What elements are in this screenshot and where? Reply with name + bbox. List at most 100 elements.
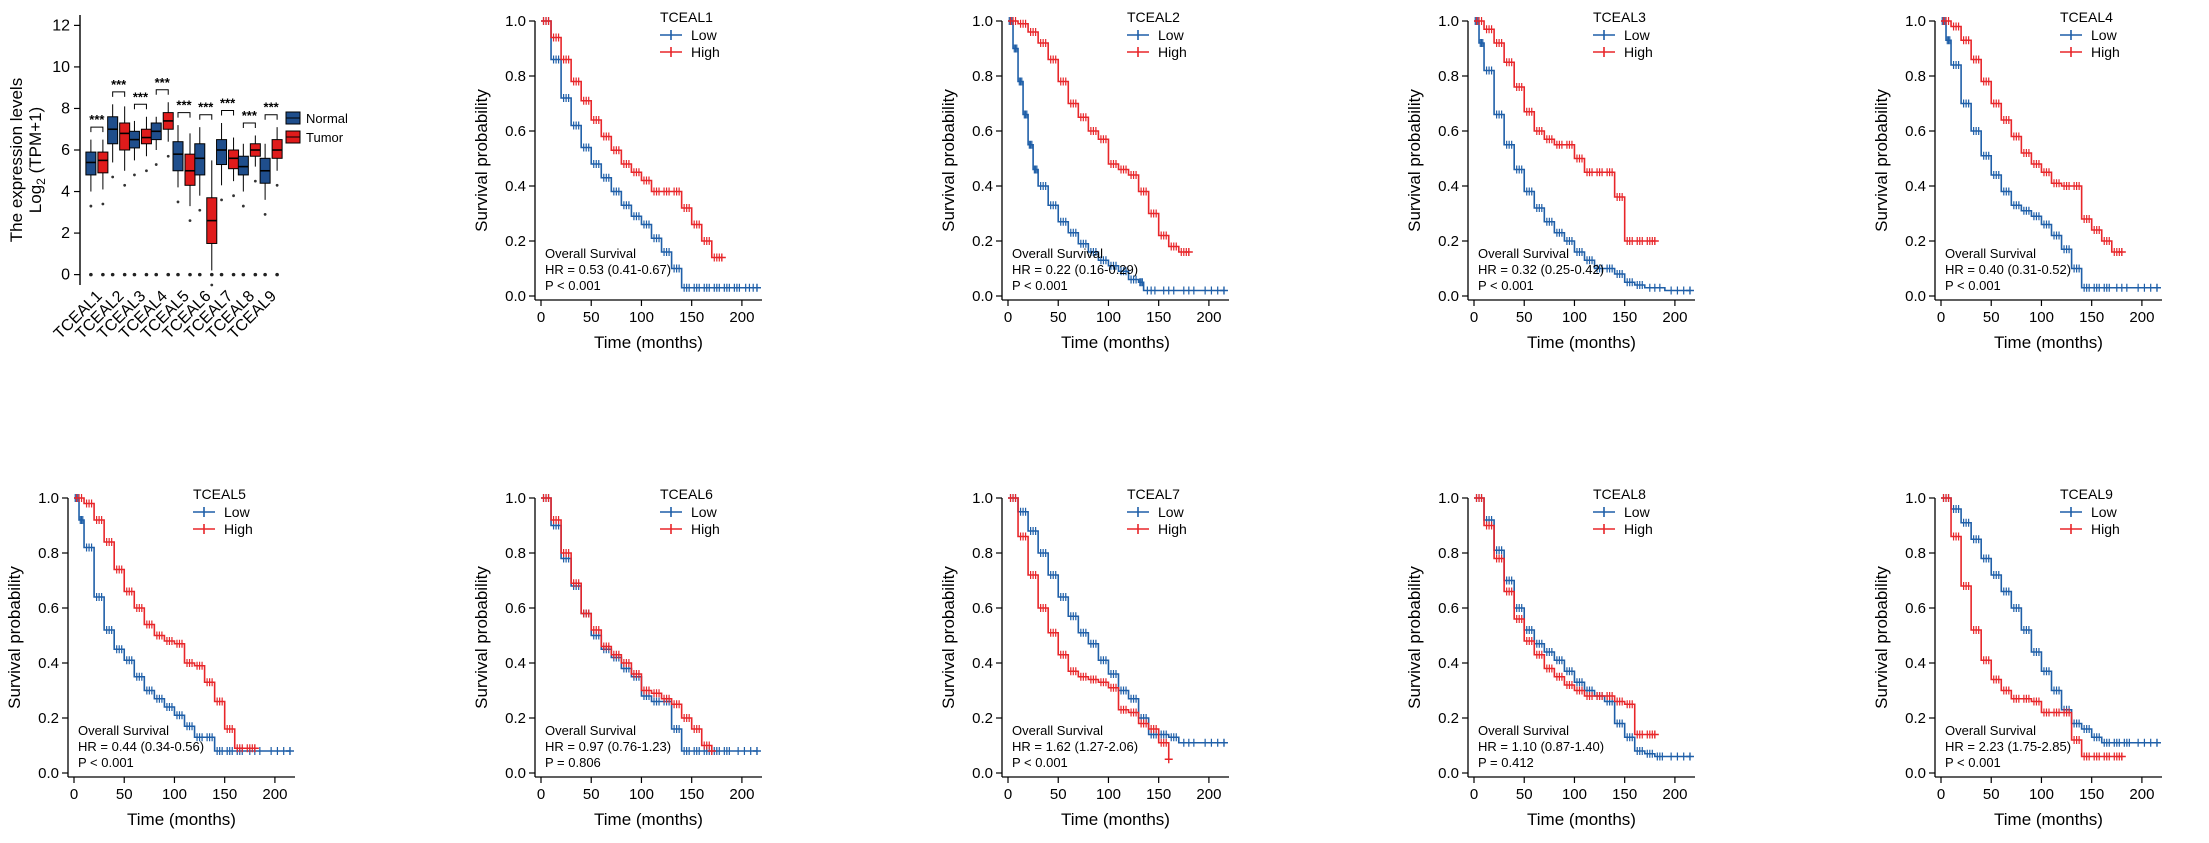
x-tick-label: 100	[629, 786, 654, 803]
censor-mark-end	[707, 747, 716, 755]
km-panel-tceal9: 0.0 0.2 0.4 0.6 0.8 1.0 0 50 100 150 200 Time (mont…	[1872, 486, 2162, 829]
legend-label-low: Low	[1624, 27, 1651, 43]
outlier-point	[154, 163, 158, 166]
x-tick-label: 150	[1146, 786, 1171, 803]
legend-swatch-high	[1593, 524, 1615, 534]
y-tick-label: 1.0	[1438, 13, 1459, 30]
y-tick-label: 1.0	[1905, 490, 1926, 507]
y-tick-label: 0.2	[1438, 710, 1459, 727]
y-tick-label: 0.2	[1905, 233, 1926, 250]
x-tick-label: 50	[583, 309, 600, 326]
y-axis-label-group: Survival probability	[1872, 566, 1891, 709]
y-tick-label: 0.2	[1905, 710, 1926, 727]
censor-mark-end	[1219, 286, 1228, 295]
annotation-line: Overall Survival	[1478, 246, 1569, 261]
y-tick-label: 0.4	[972, 178, 993, 195]
outlier-point	[209, 272, 214, 277]
y-tick-label: 0.0	[505, 765, 526, 782]
legend-label-high: High	[691, 521, 720, 537]
legend-label-high: High	[2091, 44, 2120, 60]
x-axis-label: Time (months)	[1527, 333, 1636, 352]
box-normal	[237, 155, 249, 176]
y-tick-label: 0.6	[1905, 600, 1926, 617]
x-tick-label: 50	[116, 786, 133, 803]
y-axis-label-line2: Log2 (TPM+1)	[26, 107, 48, 213]
x-tick-label: 50	[583, 786, 600, 803]
x-tick-label: 0	[537, 786, 545, 803]
km-curve-high	[1008, 497, 1170, 760]
y-tick-label: 0.2	[505, 710, 526, 727]
y-axis-label-group: Survival probability	[939, 89, 958, 232]
y-tick-label: 10	[52, 59, 70, 76]
y-tick-label: 8	[61, 100, 70, 117]
legend-swatch-high	[193, 524, 215, 534]
annotation-line: P = 0.806	[545, 755, 601, 770]
y-tick-label: 0.0	[1438, 765, 1459, 782]
x-tick-label: 200	[1662, 309, 1687, 326]
x-tick-label: 0	[1937, 786, 1945, 803]
outlier-point	[197, 272, 202, 277]
annotation-line: Overall Survival	[78, 723, 169, 738]
y-tick-label: 0.6	[1438, 123, 1459, 140]
x-tick-label: 100	[2029, 786, 2054, 803]
x-tick-label: 150	[2079, 786, 2104, 803]
y-tick-label: 0.4	[505, 655, 526, 672]
km-curve-low	[1474, 20, 1690, 292]
significance-bracket	[242, 122, 256, 128]
significance-bracket	[133, 103, 147, 110]
y-tick-label: 0.2	[972, 710, 993, 727]
boxplot-legend: Normal Tumor	[285, 111, 348, 145]
log-subscript: 2	[34, 178, 48, 185]
legend-title: TCEAL6	[660, 486, 713, 502]
box-tumor	[228, 149, 240, 170]
y-tick-label: 0.6	[1905, 123, 1926, 140]
x-axis-label: Time (months)	[1527, 810, 1636, 829]
annotation-line: P < 0.001	[1012, 278, 1068, 293]
annotation-line: P = 0.412	[1478, 755, 1534, 770]
legend-title: TCEAL4	[2060, 9, 2113, 25]
legend-title: TCEAL8	[1593, 486, 1646, 502]
x-tick-label: 150	[679, 309, 704, 326]
outlier-point	[232, 194, 235, 198]
censor-mark-end	[1164, 755, 1173, 764]
x-axis-label: Time (months)	[1061, 333, 1170, 352]
legend-swatch-low	[193, 507, 215, 517]
box-normal	[216, 139, 228, 166]
km-panel-tceal8: 0.0 0.2 0.4 0.6 0.8 1.0 0 50 100 150 200 Time (mont…	[1405, 486, 1695, 829]
significance-label: ***	[133, 89, 149, 104]
x-tick-label: 200	[2129, 309, 2154, 326]
y-tick-label: 0.8	[972, 68, 993, 85]
legend-label-normal: Normal	[306, 111, 348, 126]
x-tick-label: 150	[2079, 309, 2104, 326]
x-axis-label: Time (months)	[1061, 810, 1170, 829]
y-tick-label: 0.4	[1438, 178, 1459, 195]
outlier-point	[275, 183, 279, 187]
legend-label-high: High	[1624, 44, 1653, 60]
y-axis-label: Survival probability	[1405, 566, 1424, 709]
x-tick-label: 100	[1562, 786, 1587, 803]
censor-mark-end	[1184, 248, 1193, 256]
km-panel-tceal2: 0.0 0.2 0.4 0.6 0.8 1.0 0 50 100 150 200 Time (mont…	[939, 9, 1229, 352]
outlier-point	[231, 272, 236, 277]
x-tick-label: 50	[1050, 309, 1067, 326]
outlier-point	[89, 272, 93, 277]
x-tick-label: 100	[1096, 309, 1121, 326]
y-tick-label: 0.0	[1438, 288, 1459, 305]
km-curve-high	[74, 497, 255, 750]
legend-swatch-high	[660, 47, 682, 57]
legend-swatch-high	[1127, 47, 1149, 57]
legend-swatch-high	[660, 524, 682, 534]
y-tick-label: 0.8	[1905, 545, 1926, 562]
km-curve-low	[1474, 497, 1690, 758]
y-tick-label: 0.4	[1905, 178, 1926, 195]
y-tick-label: 0.8	[1905, 68, 1926, 85]
legend-label-low: Low	[1158, 504, 1185, 520]
